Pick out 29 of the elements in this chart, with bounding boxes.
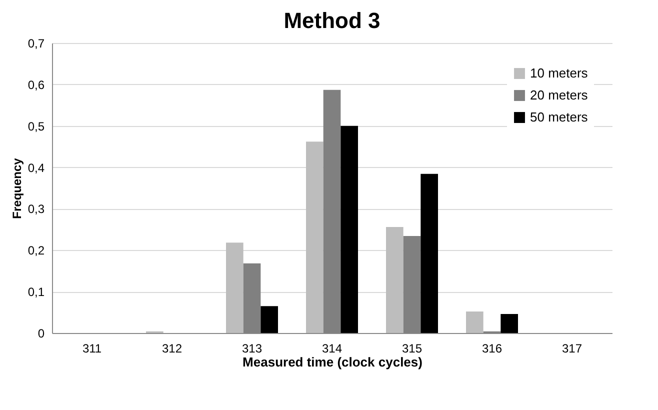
x-tick-label: 311 xyxy=(82,342,102,356)
y-tick-label: 0,6 xyxy=(28,78,45,92)
bar xyxy=(420,174,438,333)
y-tick-label: 0 xyxy=(38,326,45,340)
bar xyxy=(386,226,404,333)
x-tick-label: 316 xyxy=(482,342,502,356)
legend-label: 10 meters xyxy=(530,66,588,80)
y-tick-label: 0,1 xyxy=(28,285,45,300)
legend-label: 20 meters xyxy=(530,88,588,102)
legend-label: 50 meters xyxy=(530,110,588,124)
y-tick-label: 0,7 xyxy=(28,36,45,50)
x-tick-label: 313 xyxy=(242,342,262,356)
bar xyxy=(500,314,518,333)
x-axis-title: Measured time (clock cycles) xyxy=(242,354,422,370)
y-tick-label: 0,3 xyxy=(28,202,45,216)
y-tick-label: 0,2 xyxy=(28,244,45,258)
bar xyxy=(340,126,358,333)
x-tick-label: 314 xyxy=(322,342,342,356)
bar xyxy=(466,311,484,333)
chart-title: Method 3 xyxy=(284,8,380,33)
bar xyxy=(226,242,244,333)
x-tick-label: 315 xyxy=(402,342,422,356)
y-tick-label: 0,5 xyxy=(28,119,45,134)
x-tick-label: 317 xyxy=(562,342,582,356)
y-tick-label: 0,4 xyxy=(28,160,45,175)
bar xyxy=(260,306,278,333)
y-axis-title: Frequency xyxy=(10,158,24,219)
bar xyxy=(306,142,324,333)
x-tick-label: 312 xyxy=(162,342,182,356)
